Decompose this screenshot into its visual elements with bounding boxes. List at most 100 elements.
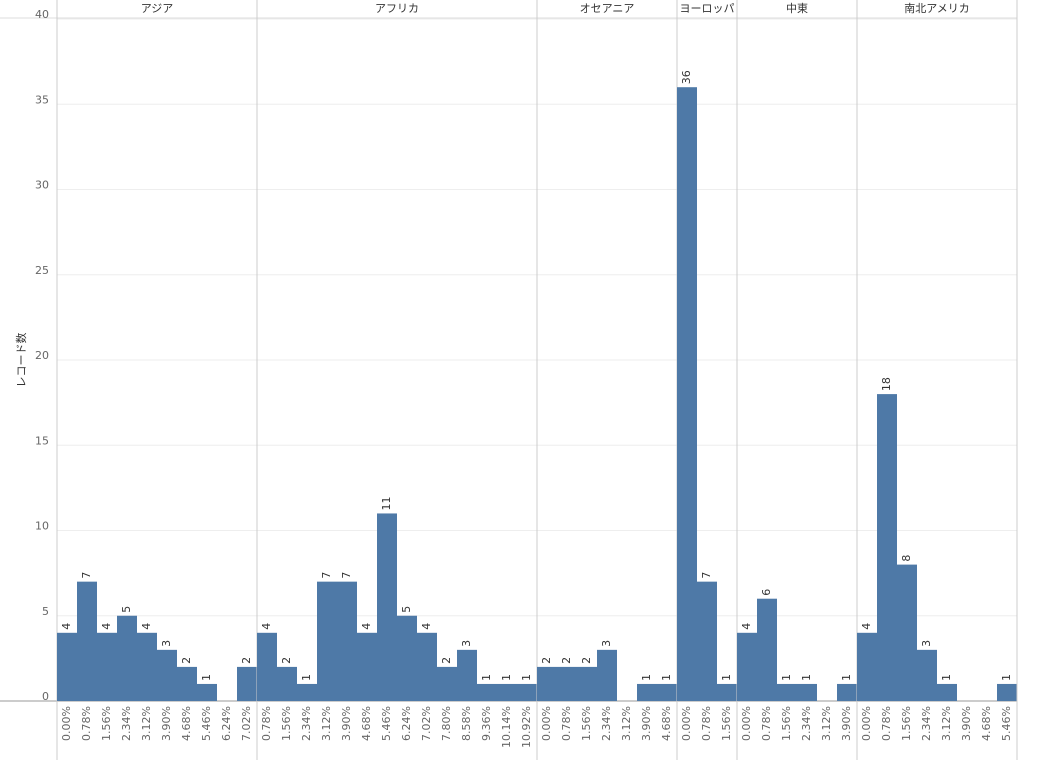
data-label: 4 — [420, 623, 433, 630]
x-tick-label: 1.56% — [280, 706, 293, 741]
x-tick-label: 4.68% — [980, 706, 993, 741]
bar — [77, 581, 97, 701]
bar — [277, 666, 297, 701]
data-label: 3 — [600, 640, 613, 647]
data-label: 1 — [200, 674, 213, 681]
bar — [157, 649, 177, 701]
y-axis-label: レコード数 — [15, 333, 28, 388]
y-tick-label: 10 — [35, 520, 49, 533]
data-label: 4 — [360, 623, 373, 630]
bar — [477, 683, 497, 701]
data-label: 3 — [920, 640, 933, 647]
y-tick-label: 5 — [42, 605, 49, 618]
bar — [717, 683, 737, 701]
bar — [937, 683, 957, 701]
x-tick-label: 0.78% — [700, 706, 713, 741]
x-tick-label: 3.90% — [160, 706, 173, 741]
bar — [837, 683, 857, 701]
bar — [637, 683, 657, 701]
x-tick-label: 1.56% — [780, 706, 793, 741]
bar — [557, 666, 577, 701]
x-tick-label: 2.34% — [920, 706, 933, 741]
data-label: 4 — [140, 623, 153, 630]
data-label: 6 — [760, 589, 773, 596]
bar — [917, 649, 937, 701]
bar — [357, 632, 377, 701]
y-tick-label: 0 — [42, 690, 49, 703]
data-label: 2 — [580, 657, 593, 664]
panel-title: 中東 — [786, 2, 808, 15]
x-tick-label: 0.78% — [260, 706, 273, 741]
bar — [177, 666, 197, 701]
y-tick-label: 20 — [35, 349, 49, 362]
bar — [777, 683, 797, 701]
x-tick-label: 0.00% — [740, 706, 753, 741]
data-label: 1 — [840, 674, 853, 681]
data-label: 5 — [400, 606, 413, 613]
x-tick-label: 3.12% — [320, 706, 333, 741]
data-label: 36 — [680, 70, 693, 84]
x-tick-label: 2.34% — [800, 706, 813, 741]
data-label: 7 — [700, 572, 713, 579]
data-label: 2 — [560, 657, 573, 664]
data-label: 2 — [540, 657, 553, 664]
x-tick-label: 0.78% — [560, 706, 573, 741]
bar — [677, 87, 697, 701]
data-label: 1 — [520, 674, 533, 681]
x-tick-label: 0.78% — [760, 706, 773, 741]
panel-title: オセアニア — [580, 2, 635, 15]
panel-title: 南北アメリカ — [904, 2, 969, 15]
x-tick-label: 1.56% — [720, 706, 733, 741]
bar — [737, 632, 757, 701]
x-tick-label: 7.80% — [440, 706, 453, 741]
x-tick-label: 5.46% — [1000, 706, 1013, 741]
x-tick-label: 5.46% — [380, 706, 393, 741]
data-label: 8 — [900, 555, 913, 562]
data-label: 7 — [80, 572, 93, 579]
bar — [317, 581, 337, 701]
x-tick-label: 1.56% — [900, 706, 913, 741]
bar — [697, 581, 717, 701]
data-label: 1 — [660, 674, 673, 681]
x-tick-label: 0.00% — [540, 706, 553, 741]
bar — [57, 632, 77, 701]
x-tick-label: 3.90% — [960, 706, 973, 741]
data-label: 3 — [460, 640, 473, 647]
bar — [377, 513, 397, 701]
bar — [337, 581, 357, 701]
panel-title: アフリカ — [375, 2, 419, 15]
x-tick-label: 0.00% — [60, 706, 73, 741]
bar — [257, 632, 277, 701]
y-tick-label: 40 — [35, 8, 49, 21]
bar — [297, 683, 317, 701]
data-label: 3 — [160, 640, 173, 647]
bar — [757, 598, 777, 701]
data-label: 1 — [720, 674, 733, 681]
data-label: 7 — [320, 572, 333, 579]
bar — [577, 666, 597, 701]
bar — [417, 632, 437, 701]
data-label: 1 — [300, 674, 313, 681]
x-tick-label: 3.90% — [340, 706, 353, 741]
data-label: 2 — [280, 657, 293, 664]
x-tick-label: 7.02% — [420, 706, 433, 741]
x-tick-label: 3.90% — [840, 706, 853, 741]
x-tick-label: 9.36% — [480, 706, 493, 741]
bar — [397, 615, 417, 701]
bar — [537, 666, 557, 701]
data-label: 4 — [740, 623, 753, 630]
x-tick-label: 2.34% — [600, 706, 613, 741]
bar — [897, 564, 917, 701]
x-tick-label: 2.34% — [120, 706, 133, 741]
data-label: 4 — [860, 623, 873, 630]
bar — [137, 632, 157, 701]
data-label: 4 — [100, 623, 113, 630]
y-tick-label: 25 — [35, 264, 49, 277]
data-label: 2 — [180, 657, 193, 664]
bar — [997, 683, 1017, 701]
bar — [857, 632, 877, 701]
data-label: 2 — [440, 657, 453, 664]
x-tick-label: 3.12% — [820, 706, 833, 741]
data-label: 1 — [800, 674, 813, 681]
